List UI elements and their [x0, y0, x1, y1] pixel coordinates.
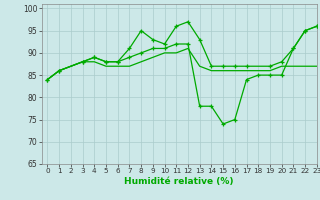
X-axis label: Humidité relative (%): Humidité relative (%) — [124, 177, 234, 186]
